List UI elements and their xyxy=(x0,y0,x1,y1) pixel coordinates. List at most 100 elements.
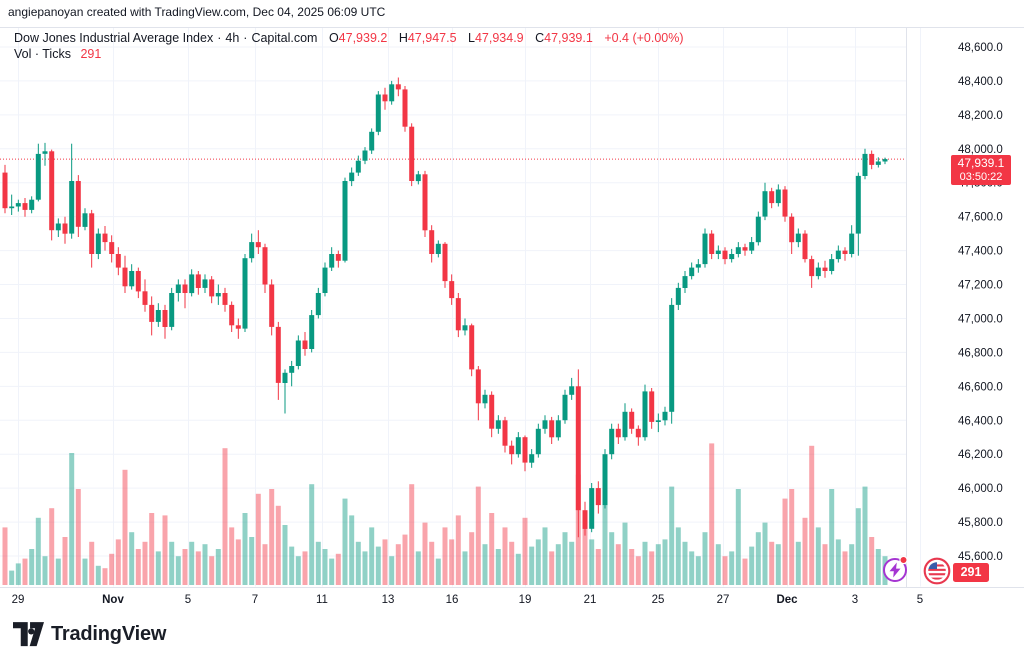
candle-body xyxy=(429,230,435,254)
volume-bar xyxy=(155,551,161,585)
volume-bar xyxy=(215,549,221,585)
last-price-label: 47,939.1 03:50:22 xyxy=(951,155,1011,185)
events-count-badge[interactable]: 291 xyxy=(953,563,989,582)
candle-body xyxy=(389,84,395,102)
volume-bar xyxy=(789,489,795,585)
volume-bar xyxy=(755,532,761,585)
price-tick-label: 47,200.0 xyxy=(958,280,1003,292)
candle-body xyxy=(562,394,568,421)
volume-bar xyxy=(562,532,568,585)
volume-bar xyxy=(135,549,141,585)
volume-bar xyxy=(762,522,768,585)
candle-body xyxy=(789,216,795,243)
volume-bar xyxy=(115,539,121,585)
candle-body xyxy=(702,233,708,265)
economic-event-flag-button[interactable] xyxy=(922,556,952,586)
candle-body xyxy=(82,213,88,227)
volume-bar xyxy=(195,551,201,585)
volume-bar xyxy=(475,486,481,585)
volume-bar xyxy=(749,546,755,585)
volume-bar xyxy=(329,558,335,585)
candle-body xyxy=(635,428,641,438)
price-scale[interactable]: 48,600.048,400.048,200.048,000.047,800.0… xyxy=(958,42,1003,563)
candle-body xyxy=(195,274,201,288)
volume-bar xyxy=(482,544,488,585)
interval-label[interactable]: 4h xyxy=(225,31,240,45)
volume-bar xyxy=(422,522,428,585)
legend: Dow Jones Industrial Average Index · 4h · Ca… xyxy=(14,31,684,61)
candle-body xyxy=(462,325,468,331)
last-price-value: 47,939.1 xyxy=(957,156,1005,170)
volume-bar xyxy=(395,544,401,585)
volume-bar xyxy=(715,544,721,585)
candle-body xyxy=(629,411,635,429)
price-tick-label: 48,400.0 xyxy=(958,76,1003,88)
volume-bar xyxy=(82,558,88,585)
volume-bar xyxy=(235,539,241,585)
volume-bar xyxy=(709,443,715,585)
volume-bar xyxy=(175,556,181,585)
volume-bar xyxy=(289,546,295,585)
tradingview-logo[interactable]: TradingView xyxy=(13,622,166,647)
legend-separator: · xyxy=(243,31,248,45)
time-tick-label: 19 xyxy=(519,594,532,606)
volume-bar xyxy=(429,541,435,585)
volume-bar xyxy=(149,513,155,585)
candle-body xyxy=(255,242,261,248)
price-tick-label: 48,600.0 xyxy=(958,42,1003,54)
time-scale[interactable]: 29 Nov 5 7 11 13 16 19 21 25 27 Dec 3 5 xyxy=(12,594,924,606)
price-tick-label: 46,400.0 xyxy=(958,415,1003,427)
time-tick-label: Nov xyxy=(102,594,124,606)
candle-body xyxy=(502,420,508,446)
time-tick-label: 27 xyxy=(717,594,730,606)
candle-body xyxy=(415,174,421,182)
volume-bar xyxy=(835,539,841,585)
candle-body xyxy=(509,445,515,455)
volume-bar xyxy=(209,556,215,585)
volume-bar xyxy=(162,515,168,585)
candle-body xyxy=(9,206,15,209)
volume-bar xyxy=(462,551,468,585)
symbol-title[interactable]: Dow Jones Industrial Average Index xyxy=(14,31,214,45)
volume-bar xyxy=(282,525,288,585)
volume-bar xyxy=(455,515,461,585)
price-tick-label: 46,000.0 xyxy=(958,483,1003,495)
time-tick-label: 7 xyxy=(252,594,258,606)
candle-body xyxy=(835,250,841,260)
high-value: H47,947.5 xyxy=(398,31,457,45)
volume-bar xyxy=(695,556,701,585)
volume-bar xyxy=(549,551,555,585)
candle-body xyxy=(395,84,401,90)
volume-bar xyxy=(635,556,641,585)
volume-bar xyxy=(142,541,148,585)
volume-bar xyxy=(589,539,595,585)
provider-label[interactable]: Capital.com xyxy=(251,31,318,45)
volume-bar xyxy=(669,486,675,585)
volume-bar xyxy=(302,551,308,585)
candle-body xyxy=(682,276,688,288)
candle-body xyxy=(95,233,101,254)
candle-body xyxy=(349,172,355,182)
ideas-lightning-button[interactable] xyxy=(878,553,912,587)
volume-bar xyxy=(829,489,835,585)
volume-value: 291 xyxy=(80,47,102,61)
volume-bars xyxy=(2,443,888,585)
candle-body xyxy=(2,172,8,209)
candle-body xyxy=(322,267,328,293)
candle-body xyxy=(369,131,375,151)
volume-bar xyxy=(15,563,21,585)
volume-bar xyxy=(795,541,801,585)
candle-body xyxy=(442,243,448,282)
candle-body xyxy=(209,279,215,297)
volume-bar xyxy=(69,453,75,585)
volume-bar xyxy=(629,549,635,585)
volume-bar xyxy=(682,541,688,585)
candle-body xyxy=(302,340,308,349)
volume-bar xyxy=(375,546,381,585)
candle-body xyxy=(795,233,801,243)
candle-body xyxy=(862,153,868,176)
candle-body xyxy=(375,94,381,132)
candle-body xyxy=(575,386,581,511)
volume-indicator-label[interactable]: Vol · Ticks xyxy=(14,47,71,61)
